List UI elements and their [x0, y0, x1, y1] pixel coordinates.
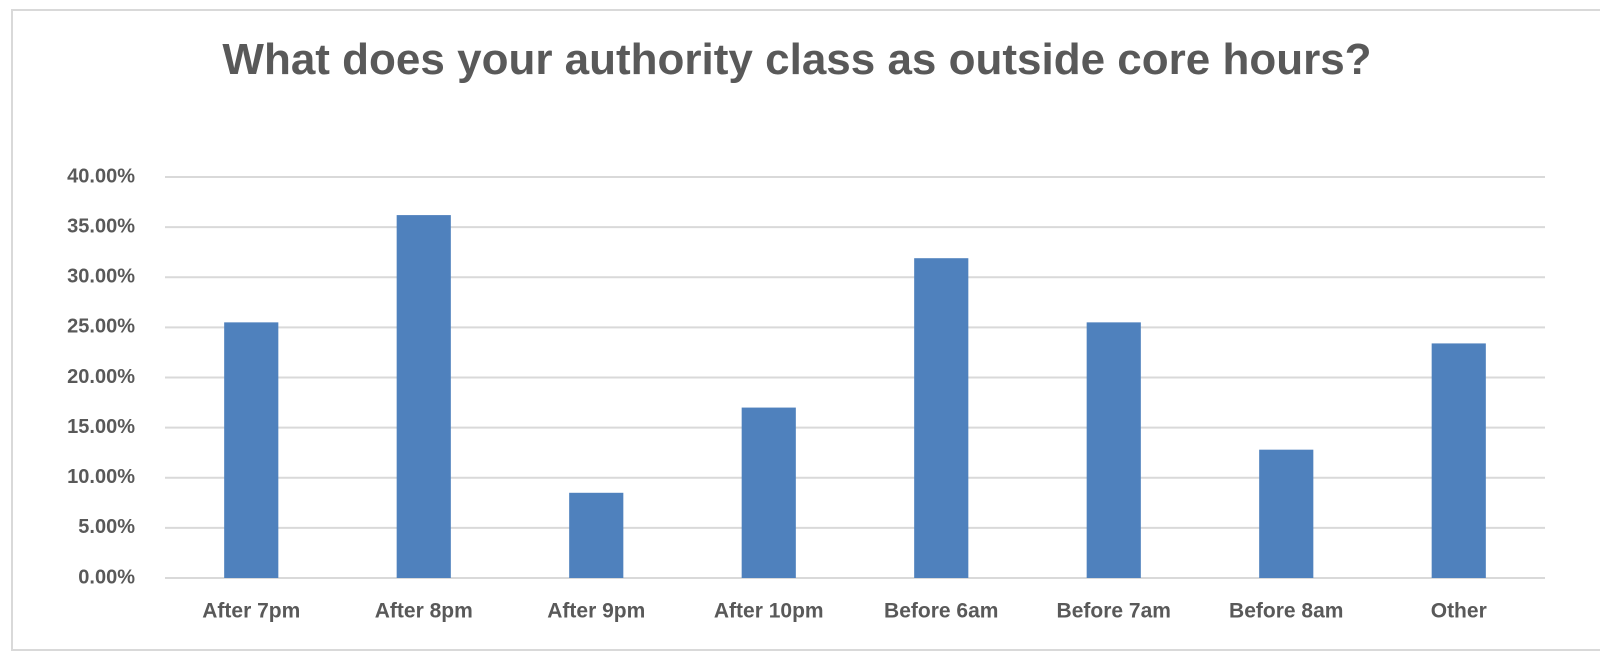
x-tick-label: After 10pm	[714, 600, 824, 623]
y-tick-label: 25.00%	[67, 316, 135, 338]
x-tick-label: After 8pm	[375, 600, 473, 623]
bar	[396, 215, 451, 578]
y-tick-label: 35.00%	[67, 215, 135, 237]
y-tick-label: 10.00%	[67, 466, 135, 488]
y-tick-label: 15.00%	[67, 416, 135, 438]
y-tick-label: 5.00%	[78, 516, 135, 538]
x-tick-label: After 7pm	[202, 600, 300, 623]
chart-border	[11, 9, 1600, 651]
bar	[1431, 343, 1486, 578]
chart-title: What does your authority class as outsid…	[222, 35, 1372, 84]
y-tick-label: 0.00%	[78, 566, 135, 588]
bar	[569, 492, 624, 578]
y-tick-label: 20.00%	[67, 366, 135, 388]
bar	[741, 407, 796, 578]
x-tick-label: Other	[1431, 600, 1487, 623]
bar	[224, 322, 279, 578]
y-tick-label: 40.00%	[67, 165, 135, 187]
bar	[914, 258, 969, 578]
x-tick-label: Before 8am	[1229, 600, 1343, 623]
bar	[1086, 322, 1141, 578]
x-tick-label: Before 7am	[1057, 600, 1171, 623]
x-tick-label: Before 6am	[884, 600, 998, 623]
y-tick-label: 30.00%	[67, 266, 135, 288]
x-tick-label: After 9pm	[547, 600, 645, 623]
bar	[1259, 449, 1314, 578]
